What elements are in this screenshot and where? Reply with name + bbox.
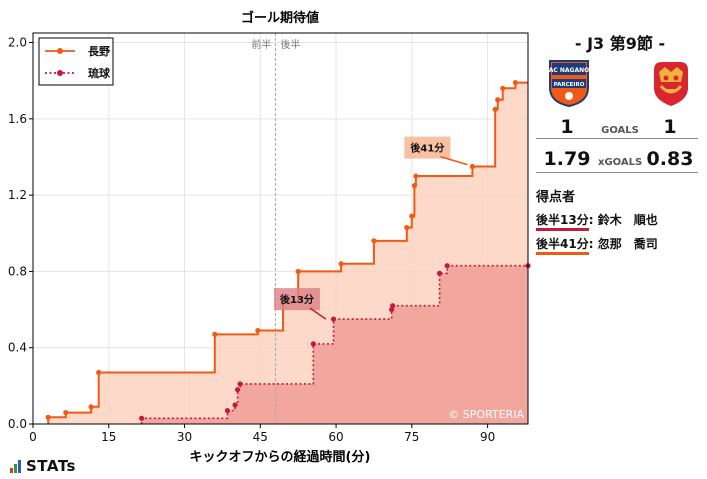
goal-annotation-pointer [440,155,468,166]
xg-label: xGOALS [598,157,643,168]
y-tick-label: 0.4 [8,341,27,355]
goal-annotation-label: 後41分 [410,142,444,155]
y-tick-label: 0.8 [8,264,27,278]
x-tick-label: 30 [177,430,192,444]
away-xg: 0.83 [646,148,694,170]
plot-frame [32,32,529,425]
scorer-name: 忽那 喬司 [597,237,658,251]
away-goals: 1 [663,116,677,138]
series-line-away [140,264,528,424]
data-point [500,85,506,91]
data-point [411,182,417,189]
area-away [141,265,528,424]
data-point [413,173,419,179]
stats-logo: STATs [10,457,76,475]
data-point [295,268,301,275]
y-tick-label: 1.2 [8,188,27,202]
data-point [237,381,243,387]
chart-title: ゴール期待値 [241,10,319,26]
svg-text:AC NAGANO: AC NAGANO [549,67,590,74]
y-tick-label: 2.0 [8,36,27,50]
legend-label: 長野 [88,45,110,58]
home-goals: 1 [560,116,574,138]
goal-annotation-box [404,136,451,159]
data-point [512,79,518,86]
divider [536,138,698,139]
x-tick-label: 15 [101,430,116,444]
scorer-sep: : [588,213,594,227]
x-tick-label: 0 [29,430,37,444]
goals-label: GOALS [601,125,639,136]
data-point [409,213,415,219]
stats-bars-icon [10,459,22,473]
data-point [492,106,498,112]
watermark: © SPORTERIA [448,408,524,421]
data-point [404,224,410,231]
data-point [232,402,238,408]
data-point [88,404,94,410]
data-point [212,331,218,337]
data-point [390,303,396,309]
svg-text:PARCEIRO: PARCEIRO [554,82,585,88]
scorer-row: 後半41分: 忽那 喬司 [536,235,658,255]
scorer-sep: : [588,237,594,251]
scorer-time: 後半41分 [536,237,589,255]
goals-row: 1 GOALS 1 [536,116,698,138]
goal-annotation-label: 後13分 [280,293,314,306]
x-tick-label: 45 [253,430,268,444]
xg-row: 1.79 xGOALS 0.83 [536,148,698,170]
legend-label: 琉球 [88,66,111,80]
goal-annotation-pointer [309,307,327,320]
x-tick-label: 60 [328,430,343,444]
divider [536,172,698,173]
match-panel: - J3 第9節 - AC NAGANO PARCEIRO 1 GOALS 1 … [536,0,704,479]
y-tick-label: 0.0 [8,417,27,431]
scorer-name: 鈴木 順也 [597,213,658,227]
data-point [338,261,344,267]
data-point [255,327,261,334]
x-axis-label: キックオフからの経過時間(分) [190,449,371,465]
data-point [495,97,501,103]
data-point [444,263,450,269]
x-tick-label: 75 [404,430,419,444]
legend-marker [57,48,63,54]
goal-annotation-box [273,288,320,311]
half-label-first: 前半 [251,38,271,51]
scorer-row: 後半13分: 鈴木 順也 [536,211,658,231]
data-point [138,415,145,421]
legend-box [38,37,114,86]
stats-brand-text: STATs [26,457,76,475]
y-tick-label: 1.6 [8,112,27,126]
half-label-second: 後半 [280,38,300,51]
scorers-title: 得点者 [536,190,576,205]
data-point [330,316,337,322]
home-xg: 1.79 [543,148,591,170]
data-point [371,238,377,244]
data-point [96,369,102,376]
data-point [224,408,231,414]
scorer-time: 後半13分 [536,213,589,231]
nagano-crest-icon: AC NAGANO PARCEIRO [549,60,590,108]
data-point [45,414,51,420]
data-point [437,270,443,276]
legend-marker [57,70,63,76]
data-point [234,387,241,393]
x-tick-label: 90 [480,430,495,444]
ryukyu-crest-icon [654,62,688,106]
data-point [469,163,476,170]
match-title: - J3 第9節 - [574,34,666,53]
data-point [63,409,69,416]
data-point [310,341,316,347]
